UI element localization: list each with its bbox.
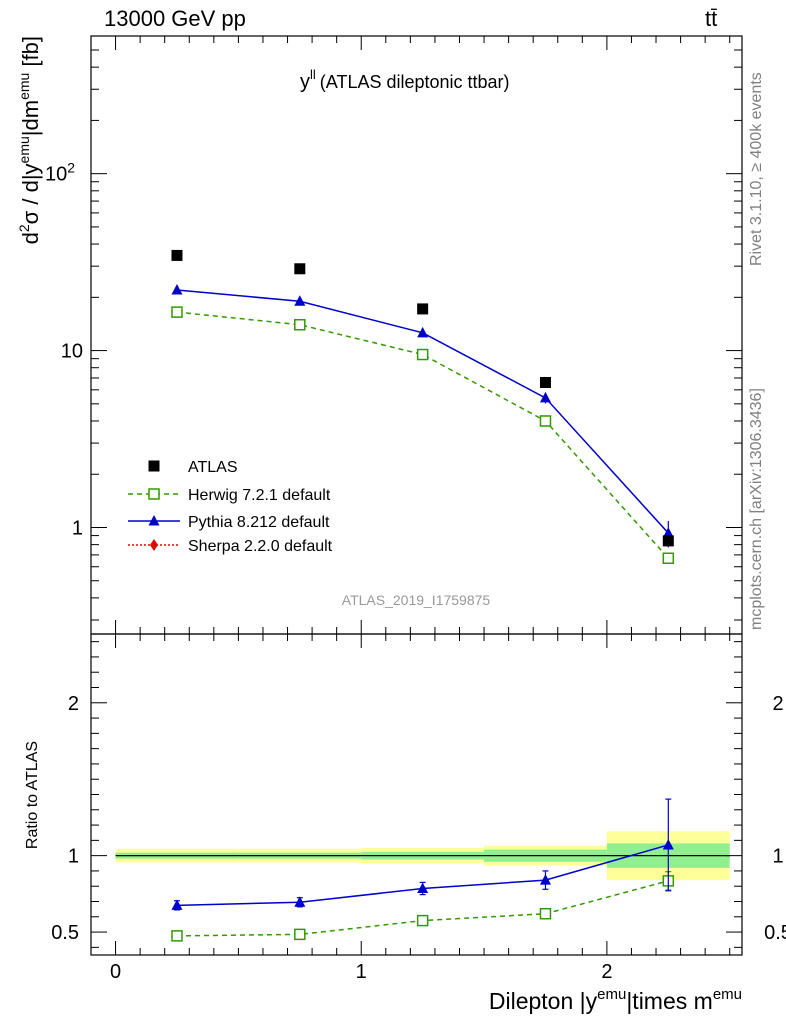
chart-title-suffix: (ATLAS dileptonic ttbar) (320, 72, 510, 92)
y-label-part: |dm (18, 100, 43, 136)
legend-label: Herwig 7.2.1 default (188, 487, 331, 504)
y-label-part: d (18, 232, 43, 244)
ratio-tick-label-right: 1 (772, 846, 783, 868)
ratio-tick-label-left: 0.5 (51, 922, 79, 944)
series-point (171, 283, 183, 295)
series-point (294, 295, 306, 306)
series-line (176, 311, 669, 559)
ratio-tick-label-left: 2 (68, 693, 79, 715)
x-tick-label: 0 (110, 961, 121, 983)
ratio-point (171, 930, 183, 942)
y-tick-label: 1 (72, 517, 83, 539)
x-label-sup: emu (597, 986, 626, 1003)
energy-label: 13000 GeV pp (104, 6, 246, 31)
series-point (416, 348, 429, 361)
ratio-point (171, 899, 183, 910)
data-point (171, 249, 183, 261)
ratio-point (294, 896, 306, 907)
series-point (294, 318, 306, 331)
data-point (662, 535, 674, 547)
chart-title-sup: ll (310, 67, 316, 82)
ratio-point (662, 838, 674, 850)
data-point (417, 303, 429, 315)
data-point (294, 263, 306, 275)
y-tick-label: 10 (61, 341, 83, 363)
ratio-point (539, 907, 552, 920)
x-tick-label: 1 (356, 961, 367, 983)
series-point (417, 326, 429, 338)
x-tick-label: 2 (601, 961, 612, 983)
ratio-point (294, 928, 306, 941)
x-label-part: Dilepton |y (489, 988, 598, 1014)
legend-label: Sherpa 2.2.0 default (188, 538, 333, 555)
legend-label: ATLAS (188, 459, 238, 476)
ratio-point (539, 874, 551, 885)
ratio-y-axis-label: Ratio to ATLAS (24, 741, 41, 849)
legend-marker (148, 515, 160, 526)
ratio-tick-label-right: 0.5 (764, 922, 786, 944)
x-label-part: |times m (626, 988, 712, 1014)
data-point (539, 377, 551, 389)
y-label-part: σ / d|y (18, 163, 43, 224)
mcplots-label: mcplots.cern.ch [arXiv:1306.3436] (748, 388, 765, 630)
analysis-id: ATLAS_2019_I1759875 (342, 592, 491, 608)
legend-marker (148, 488, 160, 500)
series-point (171, 306, 183, 318)
legend-marker (148, 460, 160, 472)
x-label-sup: emu (713, 986, 742, 1003)
y-label-sup: 2 (16, 224, 32, 232)
chart-title: yll (ATLAS dileptonic ttbar) (300, 67, 510, 93)
x-axis-label: Dilepton |yemu|times memu (489, 986, 742, 1014)
y-label-unit: [fb] (18, 36, 43, 73)
ratio-point (417, 882, 429, 894)
y-label-sup: emu (16, 136, 32, 163)
ratio-plot-frame (90, 633, 743, 956)
y-axis-label: d2σ / d|yemu|dmemu [fb] (16, 36, 43, 244)
ratio-tick-label-right: 2 (772, 693, 783, 715)
legend-marker (150, 539, 158, 551)
ratio-tick-label-left: 1 (68, 846, 79, 868)
legend-label: Pythia 8.212 default (188, 514, 330, 531)
rivet-label: Rivet 3.1.10, ≥ 400k events (748, 72, 765, 266)
series-point (662, 552, 675, 565)
series-point (539, 415, 552, 427)
y-label-sup: emu (16, 73, 32, 100)
y-tick-label-sup: 2 (67, 160, 75, 176)
process-label: tt̄ (705, 6, 718, 31)
y-tick-label: 102 (45, 160, 75, 186)
ratio-point (416, 914, 429, 927)
